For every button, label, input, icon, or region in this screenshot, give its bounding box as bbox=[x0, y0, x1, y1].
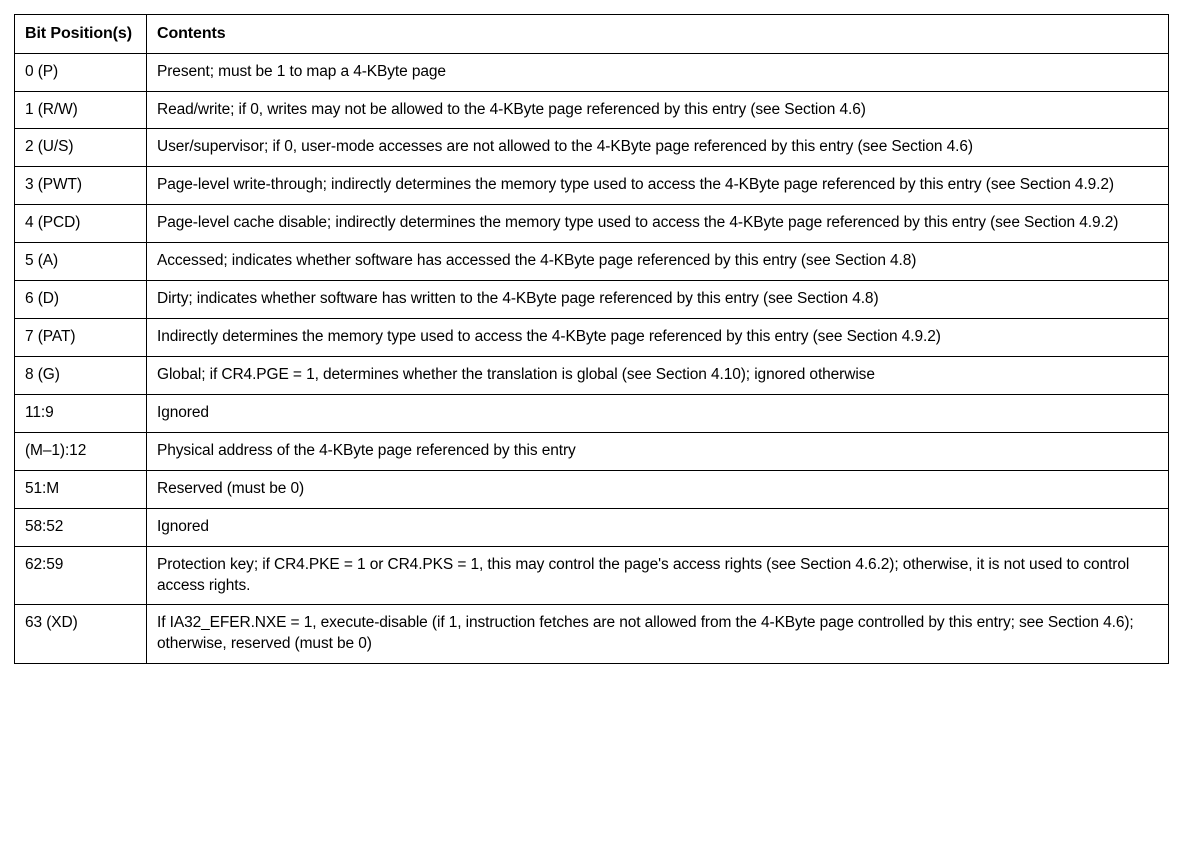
cell-bit-position: 2 (U/S) bbox=[15, 129, 147, 167]
cell-bit-position: 8 (G) bbox=[15, 356, 147, 394]
table-row: 7 (PAT) Indirectly determines the memory… bbox=[15, 319, 1169, 357]
table-row: (M–1):12 Physical address of the 4-KByte… bbox=[15, 432, 1169, 470]
cell-contents: Dirty; indicates whether software has wr… bbox=[147, 281, 1169, 319]
cell-contents: Accessed; indicates whether software has… bbox=[147, 243, 1169, 281]
cell-bit-position: 63 (XD) bbox=[15, 605, 147, 664]
cell-bit-position: 6 (D) bbox=[15, 281, 147, 319]
cell-contents: Present; must be 1 to map a 4-KByte page bbox=[147, 53, 1169, 91]
table-row: 2 (U/S) User/supervisor; if 0, user-mode… bbox=[15, 129, 1169, 167]
cell-contents: Page-level write-through; indirectly det… bbox=[147, 167, 1169, 205]
cell-bit-position: 5 (A) bbox=[15, 243, 147, 281]
cell-contents: User/supervisor; if 0, user-mode accesse… bbox=[147, 129, 1169, 167]
table-row: 1 (R/W) Read/write; if 0, writes may not… bbox=[15, 91, 1169, 129]
table-row: 51:M Reserved (must be 0) bbox=[15, 470, 1169, 508]
cell-contents: Ignored bbox=[147, 394, 1169, 432]
table-row: 58:52 Ignored bbox=[15, 508, 1169, 546]
col-header-bit-position: Bit Position(s) bbox=[15, 15, 147, 54]
cell-bit-position: 0 (P) bbox=[15, 53, 147, 91]
table-row: 11:9 Ignored bbox=[15, 394, 1169, 432]
cell-contents: Read/write; if 0, writes may not be allo… bbox=[147, 91, 1169, 129]
cell-contents: Physical address of the 4-KByte page ref… bbox=[147, 432, 1169, 470]
cell-contents: Protection key; if CR4.PKE = 1 or CR4.PK… bbox=[147, 546, 1169, 605]
table-row: 8 (G) Global; if CR4.PGE = 1, determines… bbox=[15, 356, 1169, 394]
cell-contents: Ignored bbox=[147, 508, 1169, 546]
table-row: 5 (A) Accessed; indicates whether softwa… bbox=[15, 243, 1169, 281]
cell-bit-position: 1 (R/W) bbox=[15, 91, 147, 129]
cell-bit-position: 58:52 bbox=[15, 508, 147, 546]
table-row: 6 (D) Dirty; indicates whether software … bbox=[15, 281, 1169, 319]
cell-bit-position: (M–1):12 bbox=[15, 432, 147, 470]
cell-contents: Reserved (must be 0) bbox=[147, 470, 1169, 508]
table-header-row: Bit Position(s) Contents bbox=[15, 15, 1169, 54]
cell-bit-position: 62:59 bbox=[15, 546, 147, 605]
cell-contents: Indirectly determines the memory type us… bbox=[147, 319, 1169, 357]
cell-bit-position: 7 (PAT) bbox=[15, 319, 147, 357]
col-header-contents: Contents bbox=[147, 15, 1169, 54]
table-row: 4 (PCD) Page-level cache disable; indire… bbox=[15, 205, 1169, 243]
cell-contents: Global; if CR4.PGE = 1, determines wheth… bbox=[147, 356, 1169, 394]
table-row: 63 (XD) If IA32_EFER.NXE = 1, execute-di… bbox=[15, 605, 1169, 664]
cell-bit-position: 11:9 bbox=[15, 394, 147, 432]
table-row: 0 (P) Present; must be 1 to map a 4-KByt… bbox=[15, 53, 1169, 91]
cell-bit-position: 4 (PCD) bbox=[15, 205, 147, 243]
cell-contents: If IA32_EFER.NXE = 1, execute-disable (i… bbox=[147, 605, 1169, 664]
cell-contents: Page-level cache disable; indirectly det… bbox=[147, 205, 1169, 243]
pte-format-table: Bit Position(s) Contents 0 (P) Present; … bbox=[14, 14, 1169, 664]
cell-bit-position: 3 (PWT) bbox=[15, 167, 147, 205]
table-row: 3 (PWT) Page-level write-through; indire… bbox=[15, 167, 1169, 205]
cell-bit-position: 51:M bbox=[15, 470, 147, 508]
table-row: 62:59 Protection key; if CR4.PKE = 1 or … bbox=[15, 546, 1169, 605]
